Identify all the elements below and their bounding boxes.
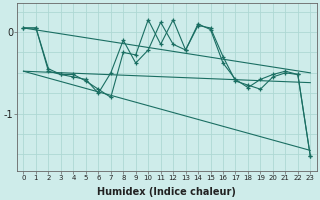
X-axis label: Humidex (Indice chaleur): Humidex (Indice chaleur)	[98, 187, 236, 197]
